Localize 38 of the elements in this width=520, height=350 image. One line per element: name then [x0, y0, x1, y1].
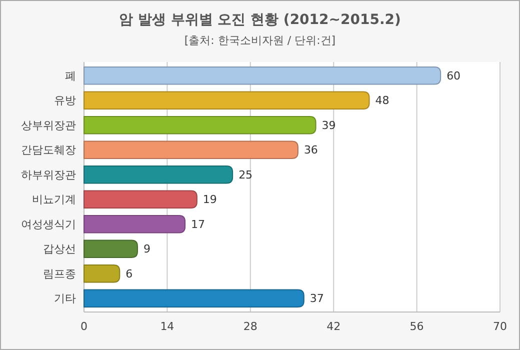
bar: [84, 289, 304, 308]
bar: [84, 165, 234, 184]
y-tick-label: 상부위장관: [21, 118, 76, 132]
chart-subtitle: [출처: 한국소비자원 / 단위:건]: [184, 34, 336, 47]
data-label: 60: [446, 69, 461, 82]
y-tick-label: 여성생식기: [21, 218, 76, 231]
y-tick-label: 간담도췌장: [21, 144, 76, 157]
x-tick-label: 0: [80, 320, 88, 333]
data-label: 48: [375, 94, 390, 108]
y-tick-label: 폐: [65, 69, 76, 82]
bar: [84, 140, 298, 160]
data-label: 17: [191, 218, 206, 231]
chart-title: 암 발생 부위별 오진 현황 (2012~2015.2): [119, 12, 401, 28]
data-label: 25: [238, 168, 253, 182]
x-tick-label: 28: [243, 320, 258, 333]
x-tick-label: 14: [160, 320, 174, 333]
x-tick-label: 42: [326, 320, 341, 333]
y-tick-label: 기타: [54, 292, 76, 306]
bar: [84, 66, 442, 85]
bar: [84, 190, 198, 209]
x-tick-label: 70: [493, 320, 507, 333]
bar: [84, 214, 186, 234]
y-tick-label: 림프종: [43, 267, 76, 280]
y-tick-label: 비뇨기계: [32, 193, 76, 206]
x-tick-label: 56: [410, 320, 424, 333]
bar: [84, 240, 138, 258]
data-label: 9: [143, 242, 150, 256]
data-label: 19: [202, 193, 217, 206]
bar: [84, 116, 316, 134]
bar: [84, 264, 120, 283]
data-label: 37: [310, 292, 324, 306]
y-tick-label: 갑상선: [43, 242, 76, 256]
y-tick-label: 하부위장관: [21, 168, 76, 182]
bar: [84, 91, 370, 110]
y-tick-label: 유방: [54, 94, 76, 108]
data-label: 39: [322, 118, 336, 132]
data-label: 36: [304, 144, 318, 157]
data-label: 6: [126, 267, 133, 280]
